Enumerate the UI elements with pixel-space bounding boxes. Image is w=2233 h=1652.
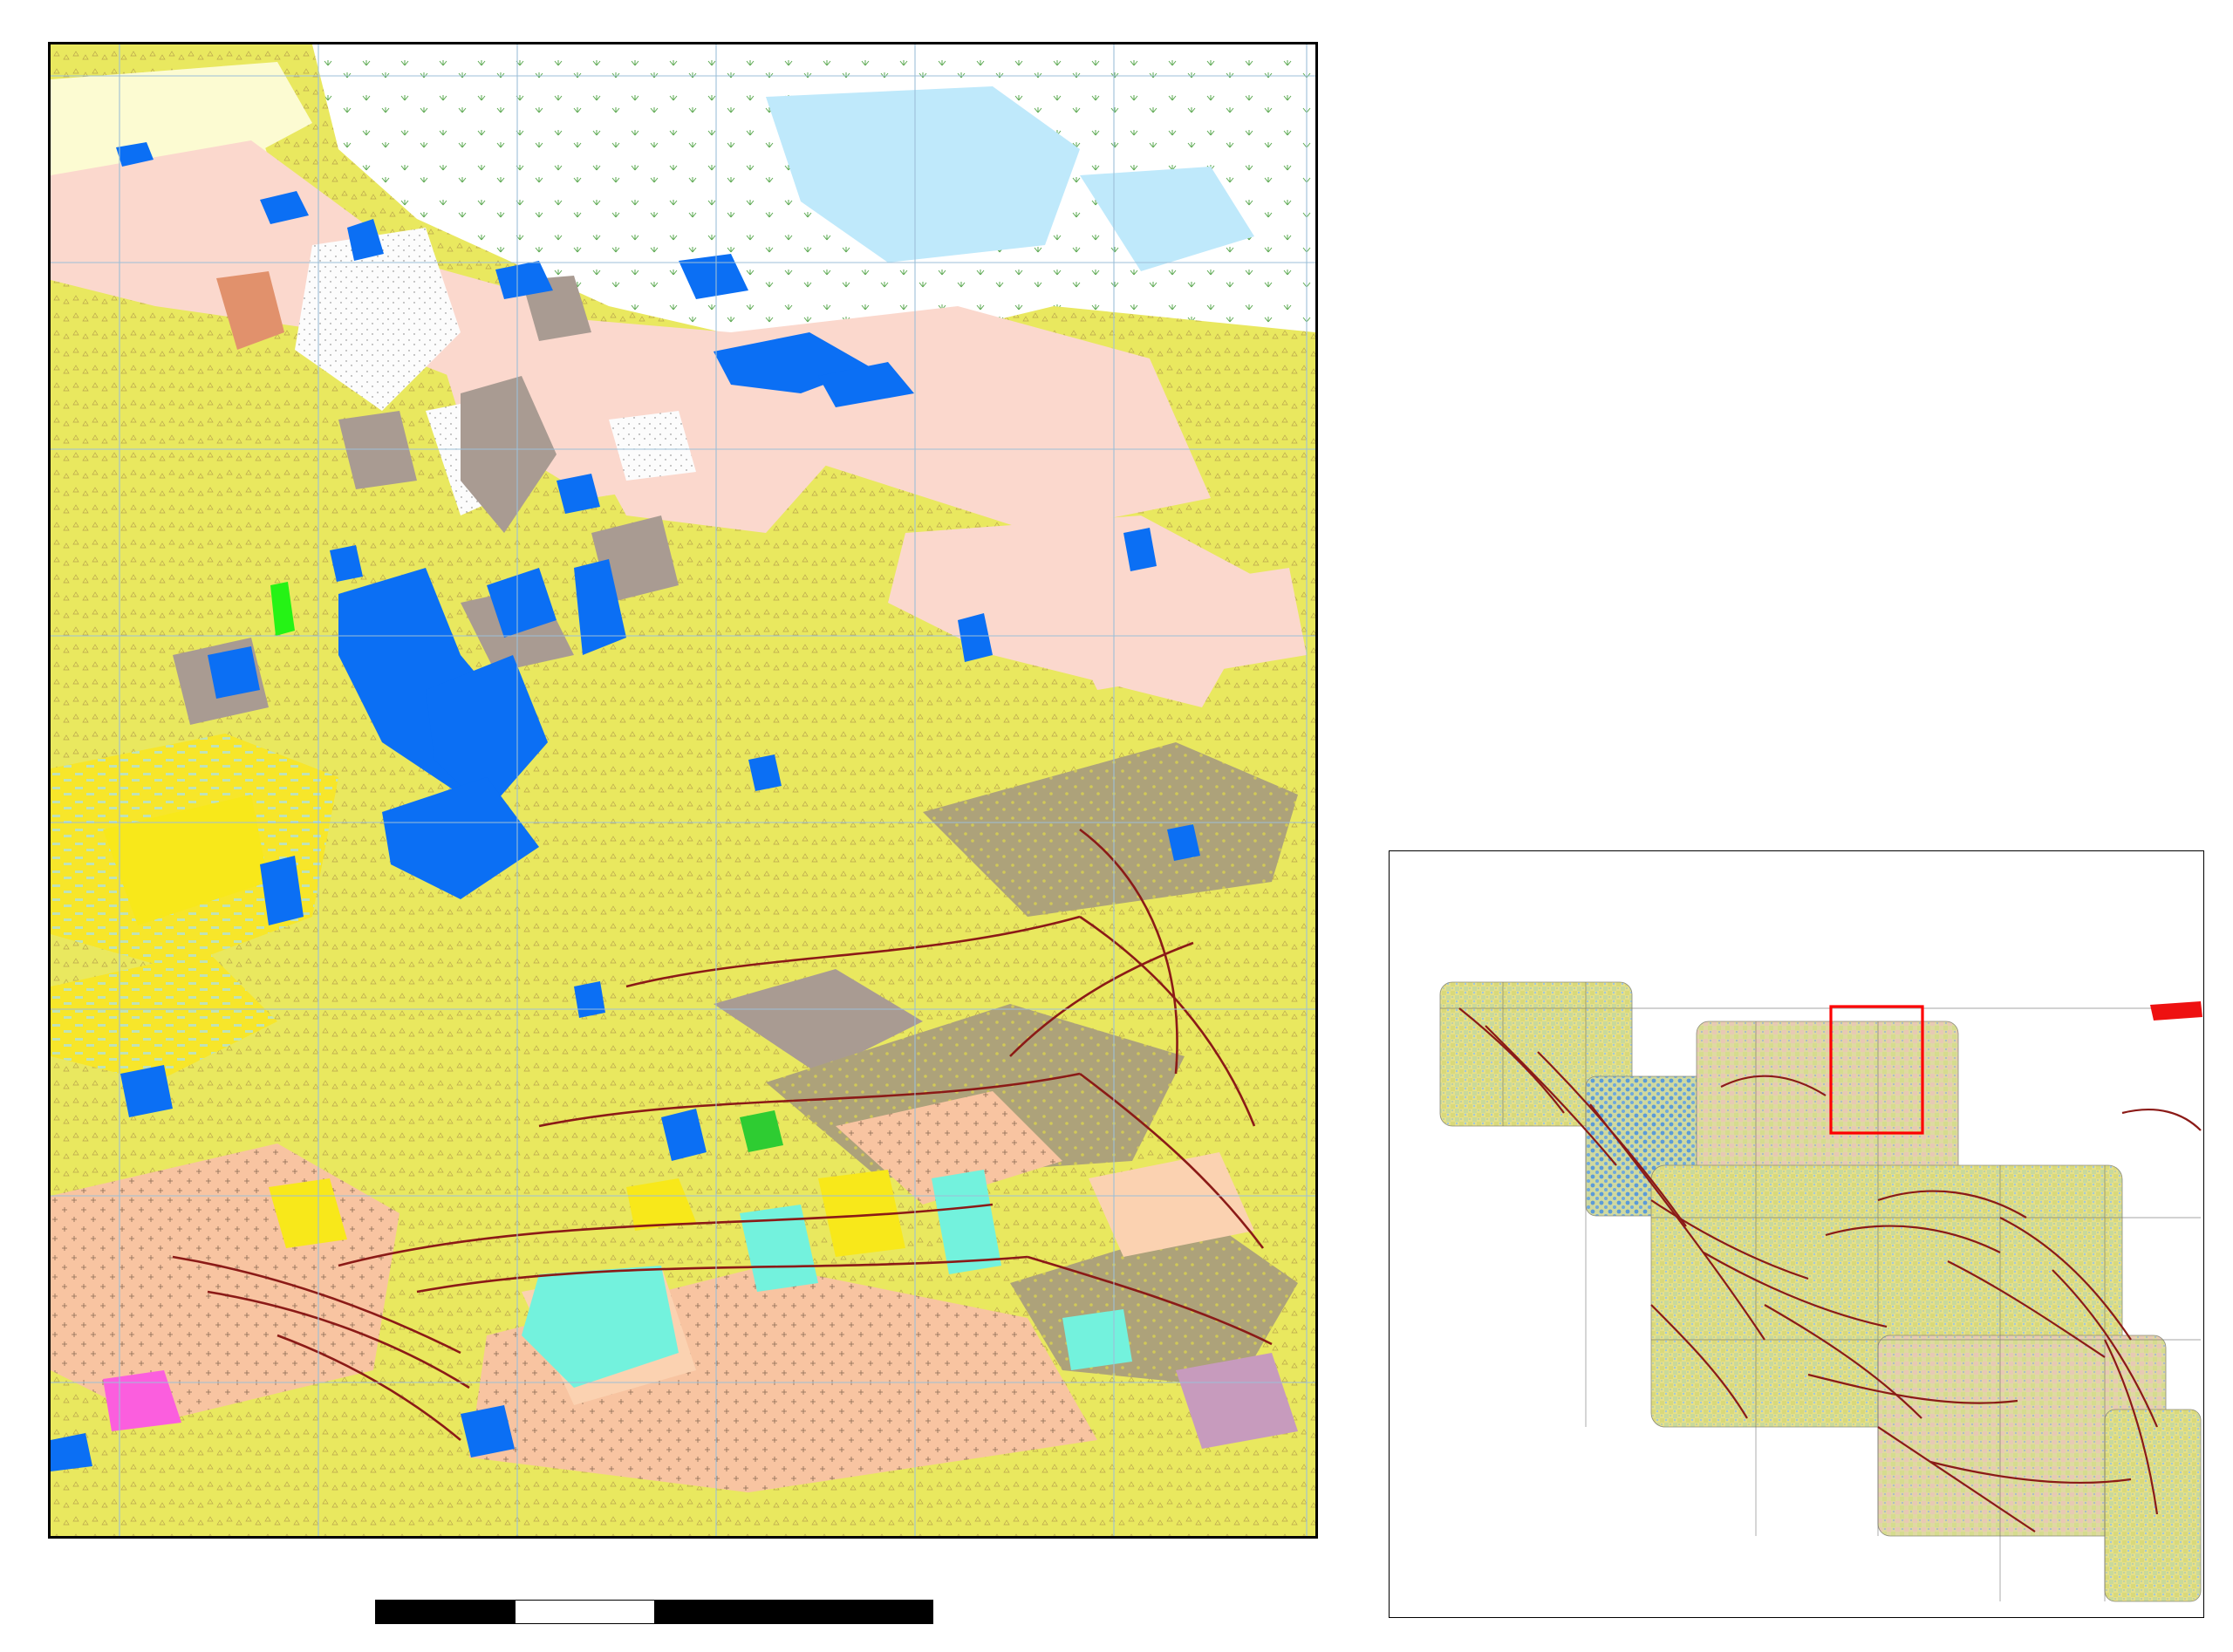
inset-current-sheet-highlight [1829,1005,1924,1135]
map-canvas[interactable] [51,44,1315,1536]
scale-bar-block [375,1560,933,1624]
inset-red-patch [2150,1001,2202,1021]
inset-map-graphic [1439,981,2202,1602]
inset-fault-lines [1458,1007,2202,1533]
map-geology-polygons [51,44,1315,1536]
inset-grid [1440,982,2201,1601]
map-water-bodies [51,142,1200,1471]
scale-bar-graphic [375,1600,933,1624]
inset-legend-panel[interactable] [1407,1164,1669,1543]
inset-quadrangle-tiles [1439,981,2202,1602]
map-green-units [270,582,783,1152]
scale-tick-labels [375,1568,933,1600]
inset-overview-panel[interactable] [1389,850,2204,1618]
map-graticule [51,44,1315,1536]
main-map-panel[interactable] [48,42,1318,1539]
legend-panel[interactable] [1394,166,1760,814]
